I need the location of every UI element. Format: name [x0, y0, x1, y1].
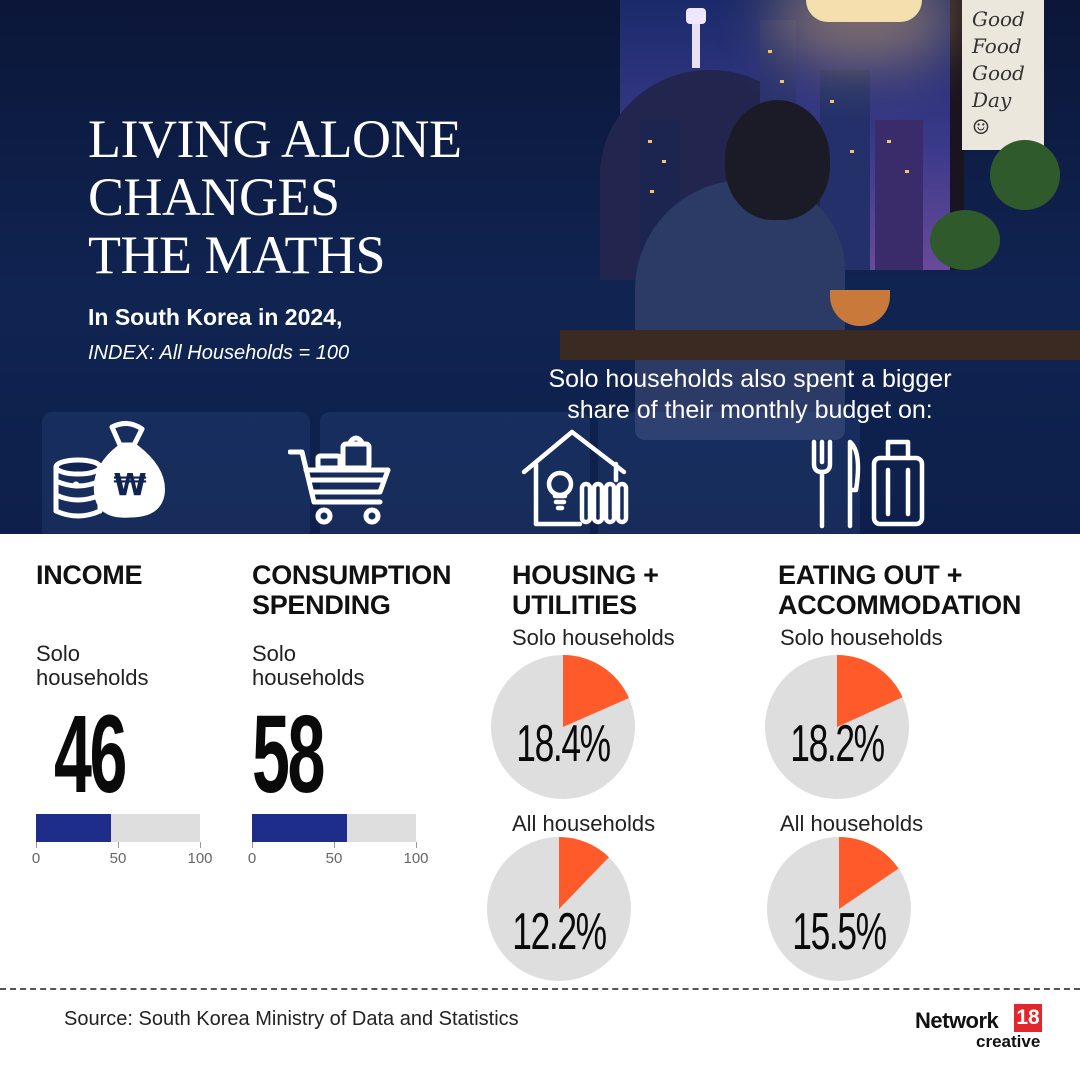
axis-tick-mark: [118, 842, 119, 848]
wall-note: [962, 0, 1044, 150]
seoul-tower-top: [686, 8, 706, 24]
axis-tick-label: 0: [31, 850, 41, 867]
money-bag-icon: ₩: [53, 421, 165, 519]
eating-solo-pie: [765, 655, 909, 799]
pie-share-slice: [837, 655, 903, 727]
ceiling-lamp: [806, 0, 922, 22]
housing-solo-label: Solo households: [512, 625, 675, 650]
housing-all-pie: [487, 837, 631, 981]
axis-tick-mark: [334, 842, 335, 848]
share-note: Solo households also spent a bigger shar…: [548, 365, 952, 424]
pie-share-slice: [839, 837, 899, 909]
housing-solo-pie: [491, 655, 635, 799]
pie-share-slice: [559, 837, 609, 909]
plant: [930, 210, 1000, 270]
wall-note-text: Good Food Good Day ☺: [972, 7, 1025, 139]
subtitle: In South Korea in 2024,: [88, 304, 343, 330]
eating-all-pie: [767, 837, 911, 981]
income-bar-fill: [36, 814, 112, 842]
svg-text:₩: ₩: [113, 468, 146, 503]
axis-tick-label: 50: [325, 850, 343, 867]
housing-title: HOUSING + UTILITIES: [512, 560, 659, 620]
consumption-series-label: Solo households: [252, 641, 365, 690]
housing-all-label: All households: [512, 811, 656, 836]
axis-tick-mark: [416, 842, 417, 848]
shopping-cart-icon: [288, 435, 391, 525]
eating-solo-label: Solo households: [780, 625, 943, 650]
source-note: Source: South Korea Ministry of Data and…: [64, 1008, 519, 1030]
building: [875, 120, 923, 270]
housing-all-value: 12.2%: [512, 903, 607, 961]
consumption-bar-track: 0 50 100: [248, 814, 429, 867]
housing-solo-value: 18.4%: [516, 715, 611, 773]
income-series-label: Solo households: [36, 641, 149, 690]
dining-travel-icon: [811, 439, 925, 529]
network18-logo-sub: creative: [976, 1032, 1041, 1051]
axis-tick-label: 50: [109, 850, 127, 867]
person-head: [725, 100, 830, 220]
network18-logo-badge: 18: [1014, 1004, 1042, 1032]
consumption-value: 58: [252, 693, 325, 816]
eating-all-value: 15.5%: [792, 903, 887, 961]
pie-share-slice: [563, 655, 629, 727]
hero-banner: Good Food Good Day ☺ LIVING ALONE CHANGE…: [0, 0, 1080, 534]
income-title: INCOME: [36, 560, 143, 590]
plant: [990, 140, 1060, 210]
axis-tick-label: 100: [187, 850, 213, 867]
income-bar-track: 0 50 100: [32, 814, 213, 867]
income-value: 46: [54, 693, 127, 816]
consumption-bar-fill: [252, 814, 348, 842]
consumption-title: CONSUMPTION SPENDING: [252, 560, 452, 620]
axis-tick-mark: [200, 842, 201, 848]
person-hoodie: [635, 180, 845, 440]
eating-solo-value: 18.2%: [790, 715, 885, 773]
footer-divider: [0, 988, 1080, 990]
seoul-tower: [692, 8, 700, 68]
axis-tick-mark: [36, 842, 37, 848]
eating-title: EATING OUT + ACCOMMODATION: [778, 560, 1022, 620]
page-title: LIVING ALONE CHANGES THE MATHS: [88, 109, 462, 285]
index-note: INDEX: All Households = 100: [88, 342, 350, 364]
axis-tick-label: 100: [403, 850, 429, 867]
axis-tick-mark: [252, 842, 253, 848]
network18-logo-word: Network: [915, 1008, 999, 1033]
eating-all-label: All households: [780, 811, 924, 836]
desk: [560, 330, 1080, 360]
axis-tick-label: 0: [247, 850, 257, 867]
house-utilities-icon: [521, 429, 629, 527]
